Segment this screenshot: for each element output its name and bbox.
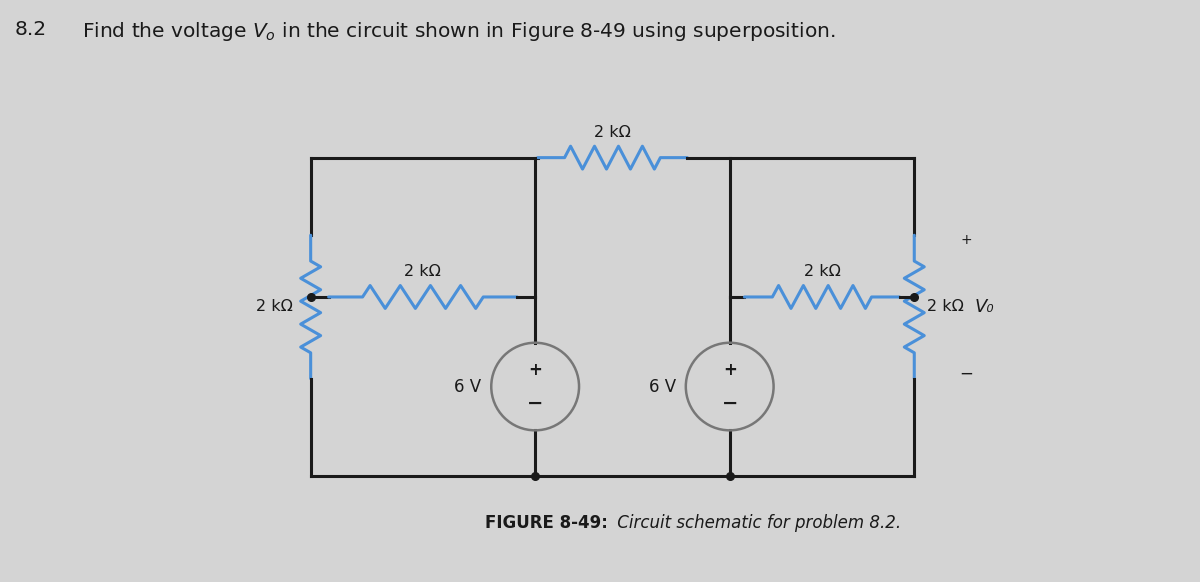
Text: +: + [722, 361, 737, 379]
Text: V₀: V₀ [974, 298, 994, 316]
Text: 2 kΩ: 2 kΩ [256, 299, 293, 314]
Text: +: + [960, 233, 972, 247]
Text: 2 kΩ: 2 kΩ [594, 125, 631, 140]
Text: FIGURE 8-49:: FIGURE 8-49: [485, 514, 607, 532]
Text: 6 V: 6 V [649, 378, 676, 396]
Text: 2 kΩ: 2 kΩ [928, 299, 964, 314]
Text: −: − [527, 393, 544, 413]
Text: +: + [528, 361, 542, 379]
Text: 8.2: 8.2 [14, 20, 47, 40]
Text: −: − [959, 364, 973, 382]
Text: 2 kΩ: 2 kΩ [804, 264, 840, 279]
Text: 2 kΩ: 2 kΩ [404, 264, 442, 279]
Text: Circuit schematic for problem 8.2.: Circuit schematic for problem 8.2. [612, 514, 901, 532]
Text: −: − [721, 393, 738, 413]
Text: Find the voltage $V_o$ in the circuit shown in Figure 8-49 using superposition.: Find the voltage $V_o$ in the circuit sh… [82, 20, 835, 44]
Text: 6 V: 6 V [454, 378, 481, 396]
